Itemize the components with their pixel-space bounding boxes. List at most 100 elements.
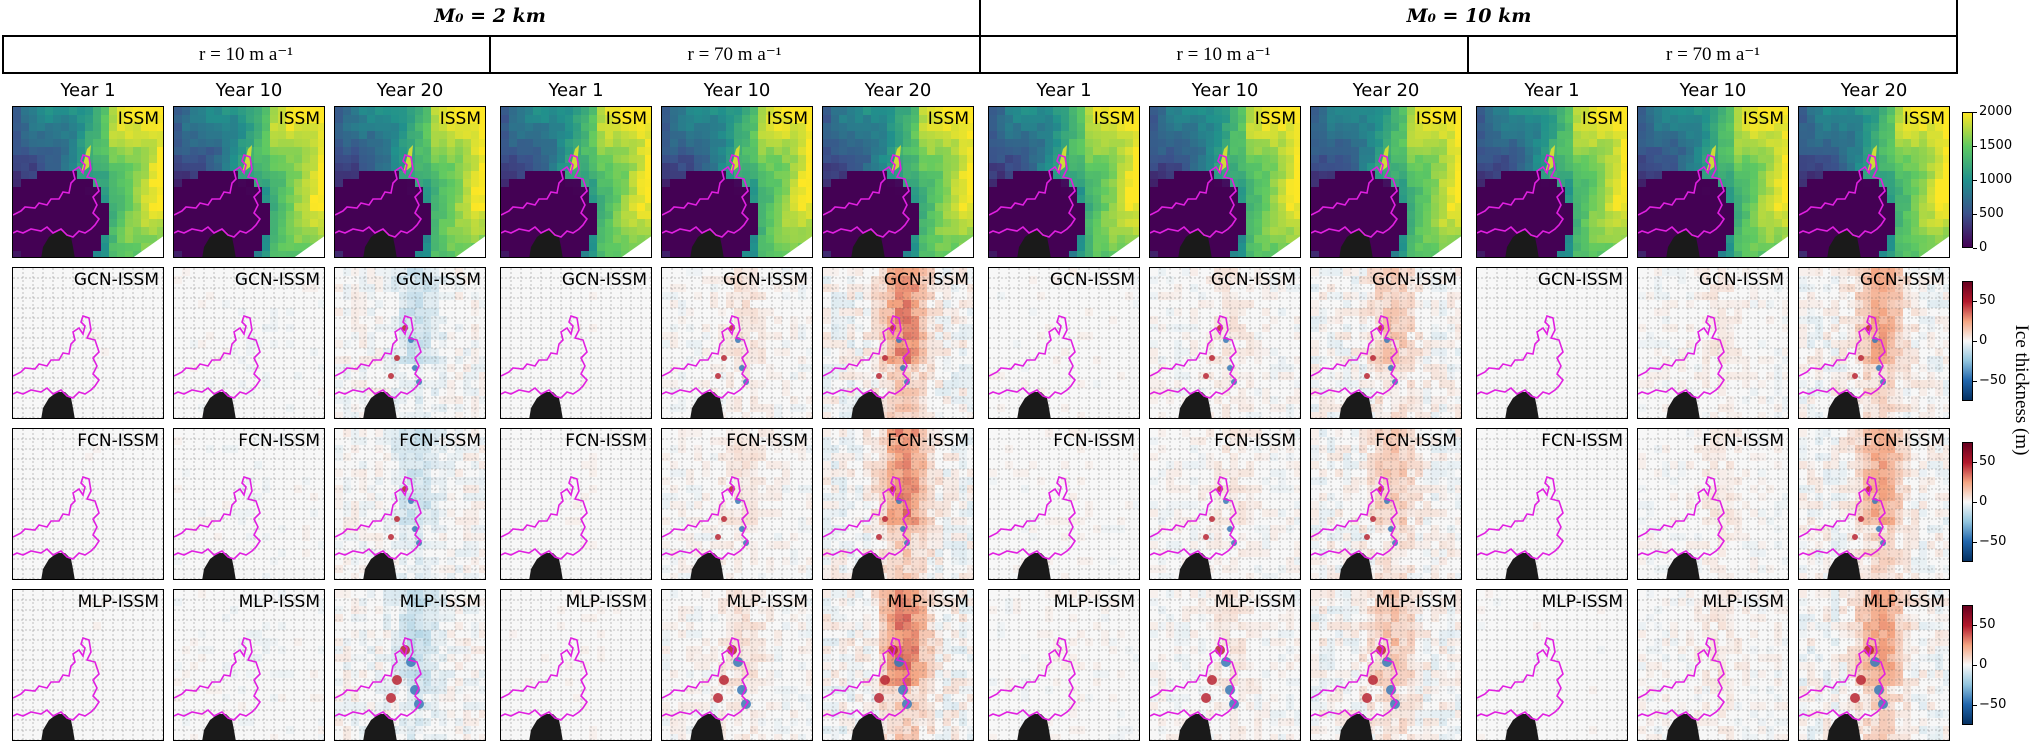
- map-panel-r2-c4: GCN-ISSM: [500, 267, 652, 419]
- panel-label: ISSM: [1093, 109, 1135, 129]
- colorbar-tick-mark: [1973, 112, 1977, 113]
- map-panel-r1-c6: ISSM: [822, 106, 974, 258]
- ice-thickness-map: [662, 107, 812, 257]
- thickness-difference-map: [1477, 268, 1627, 418]
- panel-label: MLP-ISSM: [1863, 592, 1945, 612]
- panel-label: ISSM: [1581, 109, 1623, 129]
- panel-label: GCN-ISSM: [1210, 270, 1296, 290]
- colorbar-tick-mark: [1973, 381, 1977, 382]
- rate-divider-left: [2, 36, 4, 74]
- panel-label: ISSM: [1415, 109, 1457, 129]
- panel-label: MLP-ISSM: [1541, 592, 1623, 612]
- ice-thickness-map: [823, 107, 973, 257]
- colorbar-tick-mark: [1973, 665, 1977, 666]
- colorbar-tick-label: 50: [1979, 454, 1996, 469]
- thickness-difference-map: [1311, 590, 1461, 740]
- thickness-difference-map: [13, 429, 163, 579]
- panel-label: ISSM: [278, 109, 320, 129]
- colorbar-tick-mark: [1973, 180, 1977, 181]
- colorbar-tick-mark: [1973, 248, 1977, 249]
- thickness-difference-map: [823, 429, 973, 579]
- thickness-difference-map: [13, 268, 163, 418]
- thickness-difference-map: [174, 268, 324, 418]
- colorbar-tick-mark: [1973, 301, 1977, 302]
- map-panel-r1-c4: ISSM: [500, 106, 652, 258]
- panel-label: GCN-ISSM: [1859, 270, 1945, 290]
- map-panel-r4-c12: MLP-ISSM: [1798, 589, 1950, 741]
- panel-label: MLP-ISSM: [238, 592, 320, 612]
- map-panel-r1-c1: ISSM: [12, 106, 164, 258]
- panel-label: MLP-ISSM: [77, 592, 159, 612]
- panel-label: GCN-ISSM: [73, 270, 159, 290]
- map-panel-r3-c10: FCN-ISSM: [1476, 428, 1628, 580]
- colorbar-tick-label: −50: [1979, 534, 2007, 549]
- difference-colorbar-1: [1962, 281, 1973, 401]
- map-panel-r2-c12: GCN-ISSM: [1798, 267, 1950, 419]
- column-title-10: Year 1: [1524, 80, 1580, 101]
- colorbar-tick-mark: [1973, 214, 1977, 215]
- thickness-difference-map: [1477, 429, 1627, 579]
- map-panel-r1-c2: ISSM: [173, 106, 325, 258]
- difference-colorbar-2: [1962, 442, 1973, 562]
- panel-label: GCN-ISSM: [234, 270, 320, 290]
- ice-thickness-map: [1799, 107, 1949, 257]
- map-panel-r1-c9: ISSM: [1310, 106, 1462, 258]
- thickness-difference-map: [1638, 429, 1788, 579]
- ice-thickness-map: [335, 107, 485, 257]
- colorbar-tick-mark: [1973, 625, 1977, 626]
- map-panel-r4-c10: MLP-ISSM: [1476, 589, 1628, 741]
- colorbar-tick-label: 500: [1979, 206, 2004, 221]
- colorbar-tick-label: 1000: [1979, 172, 2013, 187]
- thickness-difference-map: [335, 590, 485, 740]
- map-panel-r3-c8: FCN-ISSM: [1149, 428, 1301, 580]
- panel-label: FCN-ISSM: [238, 431, 320, 451]
- panel-label: MLP-ISSM: [1702, 592, 1784, 612]
- ice-thickness-map: [501, 107, 651, 257]
- colorbar-tick-label: 50: [1979, 293, 1996, 308]
- colorbar-axis-label: Ice thickness (m): [2011, 324, 2032, 456]
- ice-thickness-map: [1638, 107, 1788, 257]
- map-panel-r2-c6: GCN-ISSM: [822, 267, 974, 419]
- colorbar-tick-label: 0: [1979, 240, 1988, 255]
- map-panel-r2-c1: GCN-ISSM: [12, 267, 164, 419]
- thickness-difference-map: [1799, 268, 1949, 418]
- thickness-difference-map: [662, 268, 812, 418]
- thickness-difference-map: [662, 429, 812, 579]
- rate-header-3: r = 10 m a⁻¹: [1176, 44, 1271, 65]
- panel-label: GCN-ISSM: [722, 270, 808, 290]
- header-divider-right: [1956, 0, 1958, 37]
- colorbar-tick-label: 1500: [1979, 138, 2013, 153]
- map-panel-r4-c8: MLP-ISSM: [1149, 589, 1301, 741]
- panel-label: FCN-ISSM: [77, 431, 159, 451]
- rate-header-1: r = 10 m a⁻¹: [199, 44, 293, 65]
- panel-label: FCN-ISSM: [1375, 431, 1457, 451]
- map-panel-r3-c7: FCN-ISSM: [988, 428, 1140, 580]
- panel-label: FCN-ISSM: [1863, 431, 1945, 451]
- panel-label: MLP-ISSM: [726, 592, 808, 612]
- thickness-difference-map: [989, 590, 1139, 740]
- panel-label: MLP-ISSM: [1375, 592, 1457, 612]
- thickness-colorbar: [1962, 112, 1973, 248]
- panel-label: MLP-ISSM: [399, 592, 481, 612]
- colorbar-tick-mark: [1973, 146, 1977, 147]
- map-panel-r2-c9: GCN-ISSM: [1310, 267, 1462, 419]
- thickness-difference-map: [1150, 268, 1300, 418]
- column-title-4: Year 1: [548, 80, 604, 101]
- rate-divider-2: [979, 36, 981, 74]
- colorbar-tick-mark: [1973, 462, 1977, 463]
- colorbar-tick-mark: [1973, 502, 1977, 503]
- map-panel-r4-c2: MLP-ISSM: [173, 589, 325, 741]
- map-panel-r4-c5: MLP-ISSM: [661, 589, 813, 741]
- ice-thickness-map: [1311, 107, 1461, 257]
- map-panel-r3-c5: FCN-ISSM: [661, 428, 813, 580]
- map-panel-r4-c11: MLP-ISSM: [1637, 589, 1789, 741]
- column-title-11: Year 10: [1679, 80, 1747, 101]
- panel-label: FCN-ISSM: [565, 431, 647, 451]
- colorbar-tick-label: 50: [1979, 617, 1996, 632]
- column-title-1: Year 1: [60, 80, 116, 101]
- colorbar-tick-mark: [1973, 705, 1977, 706]
- ice-thickness-map: [989, 107, 1139, 257]
- thickness-difference-map: [174, 429, 324, 579]
- map-panel-r1-c12: ISSM: [1798, 106, 1950, 258]
- rate-header-2: r = 70 m a⁻¹: [687, 44, 782, 65]
